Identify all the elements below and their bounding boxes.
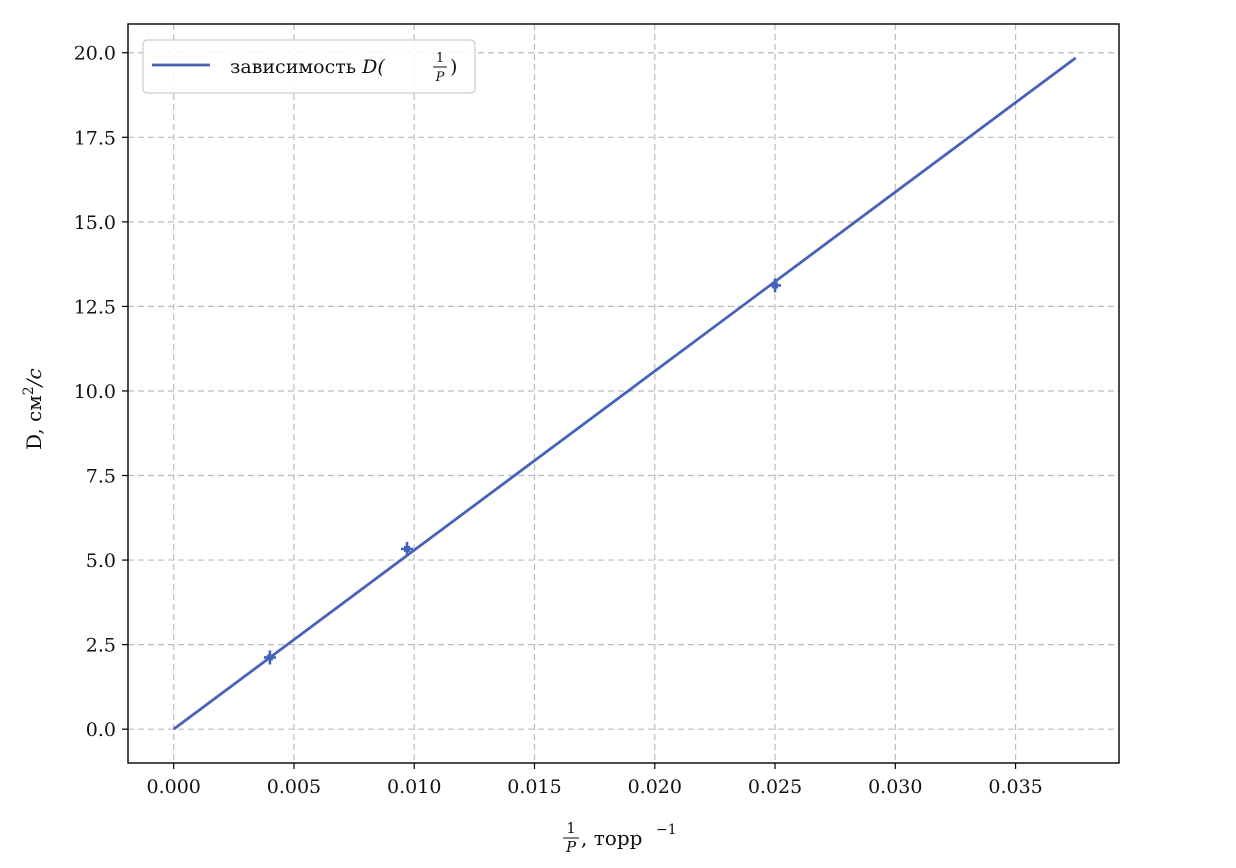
x-tick-label: 0.000 xyxy=(146,776,200,798)
point-marker xyxy=(266,654,273,661)
legend-label-math: D( xyxy=(361,56,385,78)
x-axis-ticks: 0.000 0.005 0.010 0.015 0.020 0.025 0.030 0.035 xyxy=(146,763,1043,798)
y-axis-label-unit: /c xyxy=(22,368,46,388)
y-tick-label: 17.5 xyxy=(74,127,116,149)
y-axis-label: D, см2/c xyxy=(21,368,46,450)
y-tick-label: 20.0 xyxy=(74,43,116,65)
y-tick-label: 5.0 xyxy=(86,550,116,572)
fit-line xyxy=(172,56,1077,731)
legend-label-text: зависимость xyxy=(230,56,362,78)
data-point xyxy=(769,278,782,293)
y-tick-label: 10.0 xyxy=(74,381,116,403)
point-marker xyxy=(772,282,779,289)
svg-text:зависимость D(: зависимость D( xyxy=(230,56,385,78)
x-tick-label: 0.030 xyxy=(868,776,922,798)
point-marker xyxy=(404,545,411,552)
series-layer xyxy=(172,56,1077,731)
x-tick-label: 0.015 xyxy=(507,776,561,798)
legend: зависимость D( 1 P ) xyxy=(142,39,476,94)
y-tick-label: 0.0 xyxy=(86,719,116,741)
x-tick-label: 0.005 xyxy=(267,776,321,798)
x-axis-label-denominator: P xyxy=(565,838,577,856)
y-axis-label-main: D, см xyxy=(22,395,46,450)
x-tick-label: 0.025 xyxy=(748,776,802,798)
y-axis-ticks: 0.0 2.5 5.0 7.5 10.0 12.5 15.0 17.5 20.0 xyxy=(74,43,128,741)
legend-label-close: ) xyxy=(450,56,457,78)
y-tick-label: 15.0 xyxy=(74,212,116,234)
y-tick-label: 7.5 xyxy=(86,466,116,488)
x-axis-label-numerator: 1 xyxy=(566,819,576,837)
legend-fraction-numerator: 1 xyxy=(436,51,444,66)
y-tick-label: 2.5 xyxy=(86,635,116,657)
data-point xyxy=(401,541,414,556)
data-point xyxy=(263,650,276,665)
legend-fraction-denominator: P xyxy=(435,70,445,85)
y-tick-label: 12.5 xyxy=(74,296,116,318)
x-axis-label-unit: , торр xyxy=(581,826,642,850)
x-tick-label: 0.035 xyxy=(988,776,1042,798)
x-axis-label-exponent: −1 xyxy=(656,822,677,838)
x-tick-label: 0.020 xyxy=(628,776,682,798)
x-tick-label: 0.010 xyxy=(387,776,441,798)
x-axis-label: 1 P , торр −1 xyxy=(563,819,677,856)
plot-frame xyxy=(127,23,1120,764)
legend-box xyxy=(142,39,476,94)
y-axis-label-exponent: 2 xyxy=(21,386,37,395)
svg-text:D, см2/c: D, см2/c xyxy=(21,368,46,450)
